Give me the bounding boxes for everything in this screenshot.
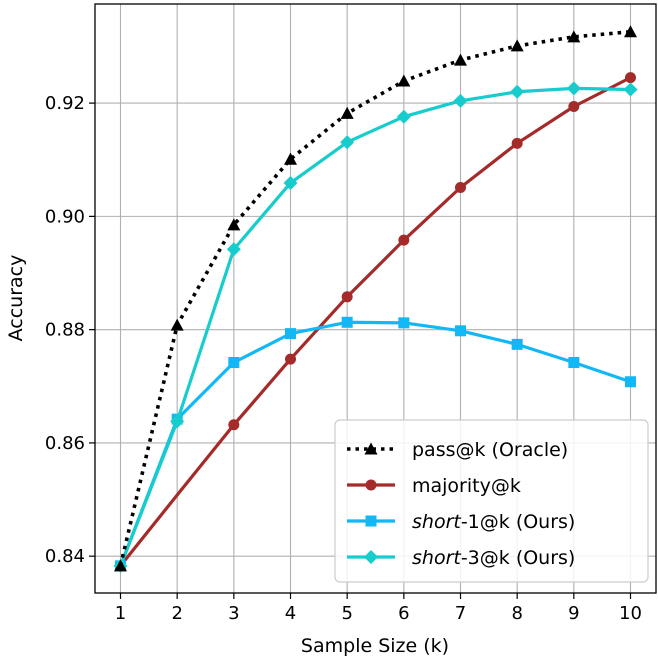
legend-marker [365,515,377,527]
data-point [114,559,127,572]
legend-box [334,419,649,583]
data-point [228,356,240,368]
x-tick-label: 5 [341,603,352,624]
legend-label-text: -1@k (Ours) [461,511,576,533]
data-point [170,414,185,429]
data-point [398,317,410,329]
data-point [285,353,296,365]
data-point [226,242,241,257]
y-tick-label: 0.92 [45,93,85,114]
data-point [623,82,638,97]
x-tick-label: 9 [568,603,579,624]
data-point [341,316,353,328]
legend-label-italic: short [412,547,462,569]
data-point [284,152,297,165]
data-point [568,356,580,368]
x-axis-label: Sample Size (k) [301,635,449,657]
y-tick-label: 0.84 [45,546,85,567]
data-point [510,84,525,99]
legend-label: short-3@k (Ours) [412,547,575,569]
legend-entry-short3: short-3@k (Ours) [347,547,575,569]
data-point [283,175,298,190]
data-point [396,109,411,124]
data-point [625,376,636,388]
data-point [510,39,524,52]
x-tick-label: 3 [228,603,239,624]
x-tick-label: 6 [398,603,409,624]
data-point [625,72,636,84]
legend-label-text: pass@k (Oracle) [412,439,568,461]
legend-marker [364,442,378,455]
data-point [511,137,523,149]
x-tick-label: 7 [455,603,466,624]
legend-label: majority@k [412,475,521,497]
data-point [567,30,581,43]
data-point [455,181,466,193]
data-point [511,338,523,350]
series-layer [113,25,638,573]
legend-entry-short1: short-1@k (Ours) [347,511,575,533]
data-point [340,135,355,150]
tick-marks [89,102,632,599]
data-point [170,318,184,331]
data-point [624,25,637,38]
y-tick-label: 0.88 [45,320,85,341]
legend-marker [365,479,377,491]
plot-area-frame [94,3,657,594]
series-line [119,76,632,567]
data-point [397,74,411,87]
series-line [119,86,631,567]
y-tick-label: 0.90 [45,206,85,227]
data-point [227,218,241,231]
data-point [340,106,354,119]
y-axis-label: Accuracy [5,255,27,342]
data-point [566,81,581,96]
x-tick-label: 4 [285,603,296,624]
legend-label-text: -3@k (Ours) [461,547,576,569]
series-line [118,29,631,567]
legend-entry-majority: majority@k [347,475,521,497]
x-tick-label: 8 [511,603,522,624]
data-point [285,328,296,340]
x-tick-label: 2 [171,603,182,624]
series-pass [114,25,637,572]
data-point [398,234,410,246]
data-point [455,325,466,337]
x-tick-label: 1 [115,603,126,624]
legend-label: short-1@k (Ours) [412,511,575,533]
legend-marker [364,550,378,564]
series-line [119,320,632,567]
legend-entry-pass: pass@k (Oracle) [347,439,568,461]
y-tick-label: 0.86 [45,433,85,454]
tick-labels: 1 2 3 4 5 6 7 8 9 10 0.84 0.86 0.88 0.90 0.92 [45,93,642,624]
data-point [453,93,468,108]
data-point [454,53,467,66]
legend-label-italic: short [412,511,462,533]
x-tick-label: 10 [619,603,642,624]
data-point [568,101,580,113]
data-point [228,419,240,431]
legend-label-text: majority@k [412,475,521,497]
legend-label: pass@k (Oracle) [412,439,568,461]
data-point [341,291,353,303]
